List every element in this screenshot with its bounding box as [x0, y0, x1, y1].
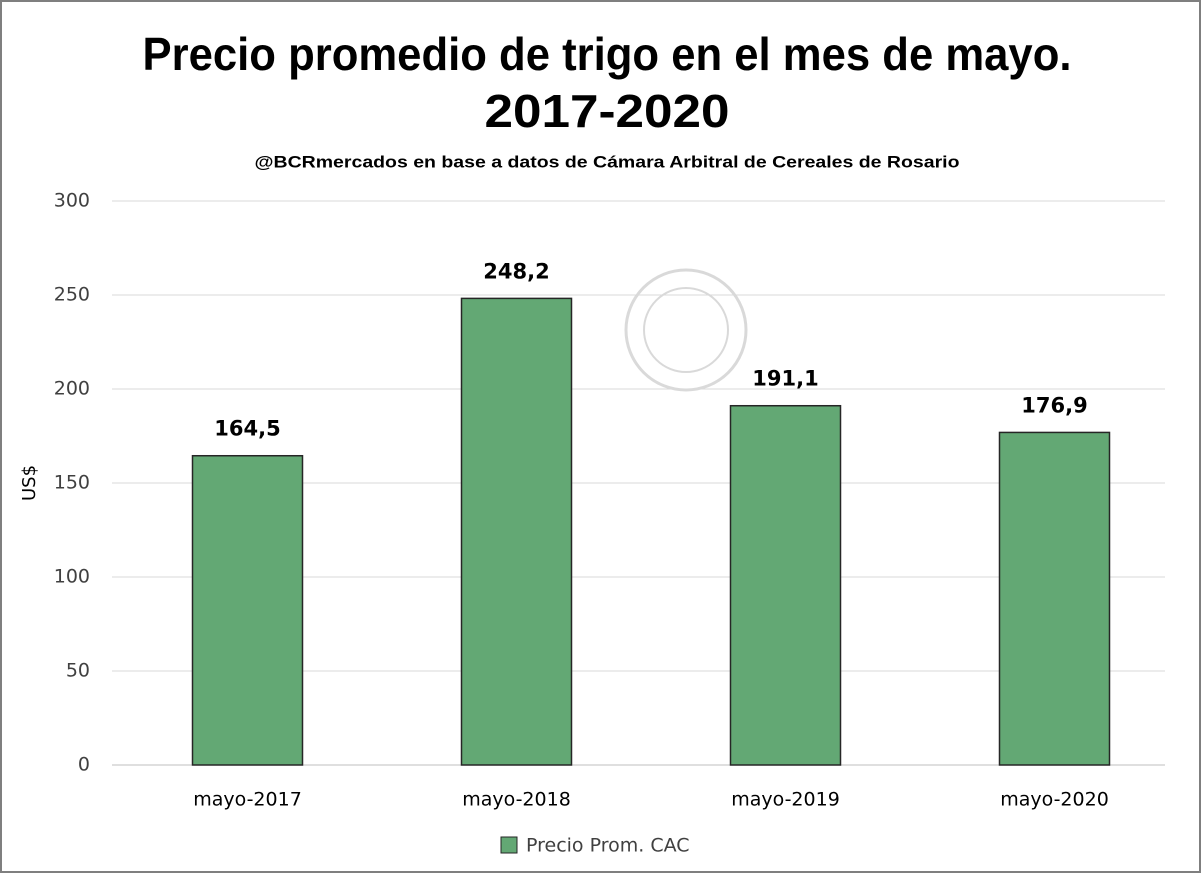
- data-label: 164,5: [214, 417, 280, 441]
- bar: [729, 404, 842, 766]
- y-tick-label: 250: [54, 284, 90, 306]
- legend-label: Precio Prom. CAC: [526, 835, 690, 857]
- y-tick-label: 0: [78, 754, 90, 776]
- x-tick-label: mayo-2020: [1000, 789, 1109, 811]
- y-tick-label: 300: [54, 190, 90, 212]
- y-axis-label: US$: [19, 465, 40, 501]
- bar: [998, 431, 1111, 766]
- x-tick-label: mayo-2018: [462, 789, 571, 811]
- watermark: [624, 268, 748, 392]
- x-tick-label: mayo-2019: [731, 789, 840, 811]
- y-tick-label: 100: [54, 566, 90, 588]
- y-tick-label: 150: [54, 472, 90, 494]
- chart-title: 2017-2020: [485, 85, 730, 137]
- data-label: 176,9: [1021, 393, 1087, 417]
- data-label: 191,1: [752, 367, 818, 391]
- data-label: 248,2: [483, 259, 549, 283]
- legend-swatch: [500, 836, 518, 854]
- chart-title: Precio promedio de trigo en el mes de ma…: [143, 28, 1072, 80]
- chart-subtitle: @BCRmercados en base a datos de Cámara A…: [255, 152, 960, 171]
- bar: [191, 454, 304, 766]
- x-tick-label: mayo-2017: [193, 789, 302, 811]
- y-tick-label: 50: [66, 660, 90, 682]
- y-tick-label: 200: [54, 378, 90, 400]
- bar: [460, 297, 573, 766]
